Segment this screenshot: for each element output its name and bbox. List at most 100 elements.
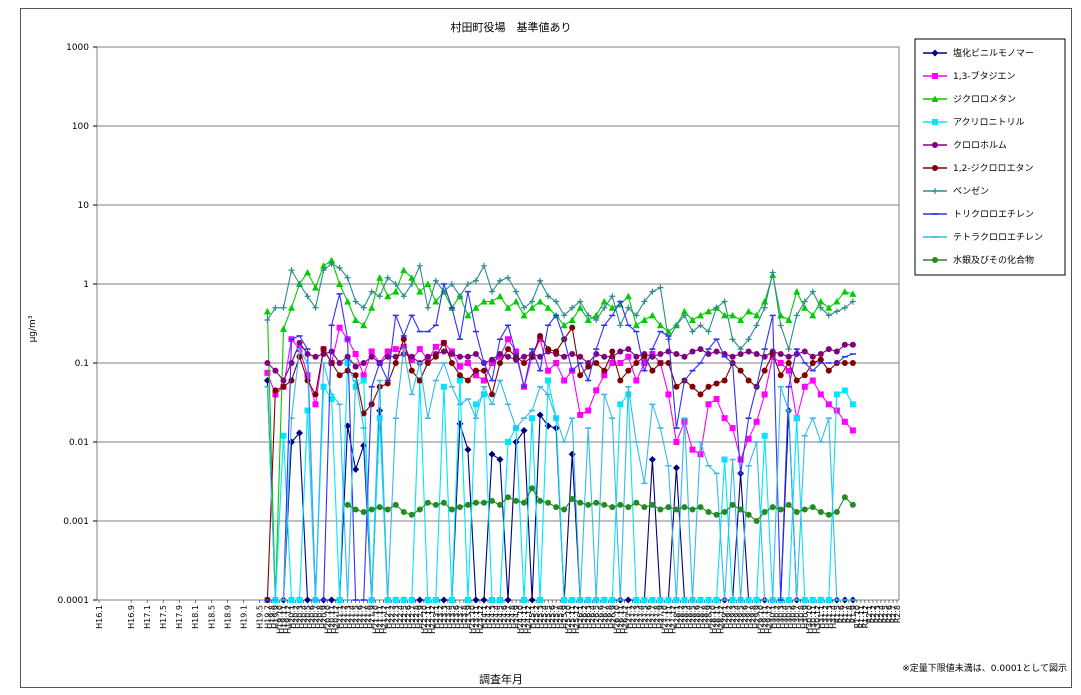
data-point [497,597,504,603]
data-point [384,506,391,513]
data-point [713,380,720,387]
series-8 [264,281,856,601]
data-point [593,317,600,324]
data-point [416,262,423,269]
data-point [440,348,447,355]
data-point [400,293,407,300]
x-tick-label: H28.1 [672,605,681,629]
data-point [841,418,848,425]
data-point [440,499,447,506]
x-tick-label: H26.8 [604,605,613,629]
data-point [657,350,664,357]
data-point [287,304,295,311]
data-point [569,324,576,331]
data-point [561,377,568,384]
data-point [384,353,391,360]
data-point [809,353,816,360]
x-tick-label: H23.11 [472,605,481,634]
data-point [825,401,832,408]
legend-item: トリクロロエチレン [923,209,1034,220]
data-point [600,298,608,305]
data-point [312,401,319,408]
data-point [576,304,584,311]
x-tick-label: H25.10 [564,605,573,634]
data-point [833,391,840,398]
data-point [488,497,495,504]
data-point [521,499,528,506]
data-point [497,501,504,508]
data-point [801,372,808,379]
data-point [721,377,728,384]
data-point [336,360,343,366]
x-tick-label: H22.6 [404,605,413,629]
data-point [568,316,576,324]
data-point [777,372,784,379]
x-tick-label: H24.6 [500,605,509,629]
x-tick-label: H19.9 [271,605,280,629]
x-tick-label: H16.9 [127,605,136,629]
series-3 [263,256,857,603]
data-point [537,336,544,343]
data-point [296,281,303,287]
x-tick-label: H28.5 [688,605,697,629]
data-point [721,415,728,422]
data-point [545,293,552,300]
data-point [697,451,704,458]
data-point [825,597,832,603]
x-tick-label: H29.8 [749,605,758,629]
data-point [304,268,312,276]
x-tick-label: H29.6 [741,605,750,629]
data-point [505,439,512,445]
data-point [641,504,648,511]
data-point [440,596,448,604]
x-tick-label: H20.2 [291,605,300,629]
x-tick-label: H18.1 [191,605,200,629]
x-tick-label: H27.10 [660,605,669,634]
data-point [665,504,672,511]
data-point [464,377,471,384]
data-point [504,596,512,604]
data-point [328,596,336,604]
data-point [464,353,471,360]
data-point [777,506,784,513]
data-point [769,350,776,357]
data-point [480,377,487,384]
data-point [841,494,848,501]
y-tick-label: 1000 [66,43,89,53]
legend-label: アクリロニトリル [953,117,1025,128]
data-point [424,499,431,506]
legend-item: テトラクロロエチレン [923,232,1043,243]
data-point [472,401,479,408]
legend-item: クロロホルム [923,140,1007,151]
data-point [488,356,495,363]
data-point [352,372,359,379]
data-point [729,597,736,603]
data-point [657,597,664,603]
data-point [336,372,343,379]
data-point [577,298,584,305]
data-point [360,304,367,311]
plot-area [96,46,900,601]
data-point [801,506,808,513]
data-point [697,391,704,398]
data-point [472,499,479,506]
data-point [680,307,688,315]
legend-marker [932,188,938,194]
x-tick-label: H21.8 [364,605,373,629]
data-point [480,596,488,604]
data-point [488,450,496,458]
data-point [689,348,696,355]
data-point [384,292,392,300]
data-point [785,597,792,603]
data-point [456,353,463,360]
legend-label: クロロホルム [953,140,1007,151]
data-point [279,325,287,332]
data-point [384,274,391,281]
data-point [577,499,584,506]
data-point [320,383,327,390]
data-point [841,304,848,311]
x-tick-label: H25.1 [528,605,537,629]
data-point [833,407,840,414]
data-point [801,304,809,311]
x-tick-label: H24.11 [520,605,529,634]
